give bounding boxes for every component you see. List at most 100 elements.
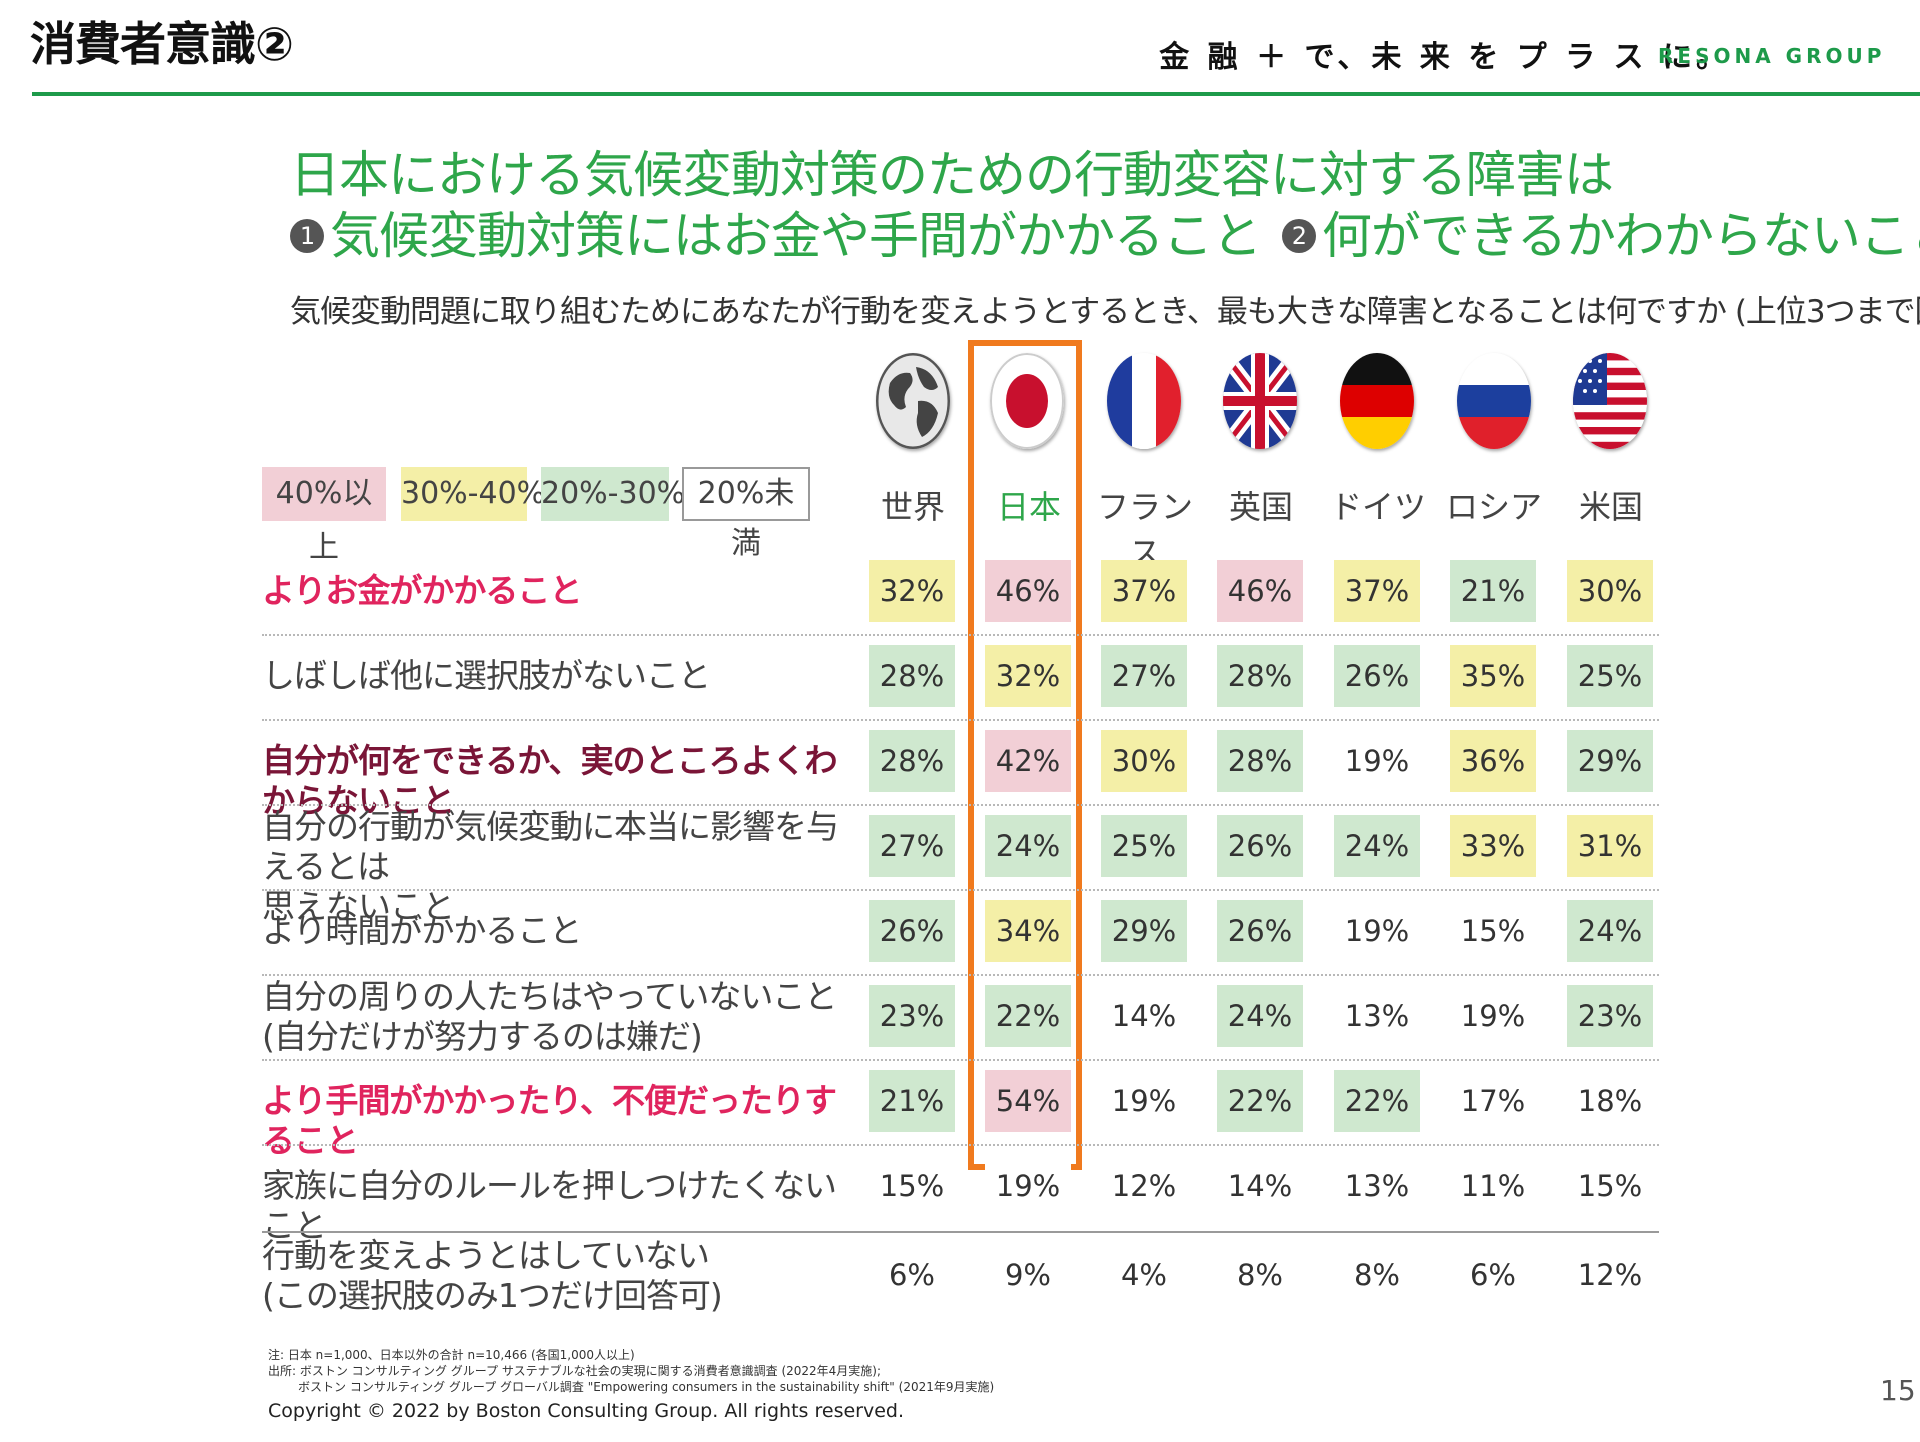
country-label-france: フランス <box>1096 488 1193 572</box>
note-source-1: 出所: ボストン コンサルティング グループ サステナブルな社会の実現に関する消… <box>268 1364 882 1378</box>
note-sample: 注: 日本 n=1,000、日本以外の合計 n=10,466 (各国1,000人… <box>268 1348 635 1362</box>
row-label: 行動を変えようとはしていない (この選択肢のみ1つだけ回答可) <box>262 1236 842 1316</box>
country-label-world: 世界 <box>880 488 945 526</box>
legend-20-30: 20%-30% <box>541 467 685 521</box>
headline-line-2: 1 気候変動対策にはお金や手間がかかること 2 何ができるかわからないこと <box>290 196 1920 268</box>
row-label-line-2: 思えないこと <box>262 887 455 926</box>
row-divider <box>262 719 1659 721</box>
table-cell: 22% <box>985 985 1071 1047</box>
table-cell: 6% <box>1450 1244 1536 1306</box>
row-label-line-1: 自分が何をできるか、実のところよくわからないこと <box>262 741 838 820</box>
table-cell: 19% <box>1450 985 1536 1047</box>
table-cell: 25% <box>1567 645 1653 707</box>
legend-under-20: 20%未満 <box>682 467 810 561</box>
table-cell: 29% <box>1101 900 1187 962</box>
row-label-line-1: 自分の行動が気候変動に本当に影響を与えるとは <box>262 807 839 886</box>
table-cell: 36% <box>1450 730 1536 792</box>
row-label: しばしば他に選択肢がないこと <box>262 656 842 696</box>
row-label-line-2: (この選択肢のみ1つだけ回答可) <box>262 1276 723 1315</box>
table-cell: 30% <box>1567 560 1653 622</box>
legend-over-40: 40%以上 <box>262 467 386 565</box>
table-cell: 54% <box>985 1070 1071 1132</box>
number-one-icon: 1 <box>290 218 324 253</box>
row-divider <box>262 804 1659 806</box>
country-label-japan: 日本 <box>996 488 1061 526</box>
table-cell: 17% <box>1450 1070 1536 1132</box>
table-cell: 9% <box>985 1244 1071 1306</box>
table-cell: 25% <box>1101 815 1187 877</box>
globe-icon <box>876 353 950 449</box>
headline-line-1: 日本における気候変動対策のための行動変容に対する障害は <box>290 146 1614 204</box>
survey-question: 気候変動問題に取り組むためにあなたが行動を変えようとするとき、最も大きな障害とな… <box>290 294 1920 330</box>
note-source-2: ボストン コンサルティング グループ グローバル調査 "Empowering c… <box>298 1380 995 1394</box>
germany-flag-icon <box>1340 353 1414 449</box>
table-cell: 26% <box>1334 645 1420 707</box>
row-label-line-1: より時間がかかること <box>262 911 582 950</box>
table-cell: 24% <box>1217 985 1303 1047</box>
table-cell: 22% <box>1334 1070 1420 1132</box>
country-label-russia: ロシア <box>1445 488 1542 526</box>
row-label: 家族に自分のルールを押しつけたくないこと <box>262 1166 842 1246</box>
table-cell: 22% <box>1217 1070 1303 1132</box>
table-cell: 28% <box>1217 645 1303 707</box>
row-label-line-1: よりお金がかかること <box>262 571 582 610</box>
table-cell: 24% <box>985 815 1071 877</box>
copyright: Copyright © 2022 by Boston Consulting Gr… <box>268 1400 905 1422</box>
table-cell: 30% <box>1101 730 1187 792</box>
table-cell: 26% <box>869 900 955 962</box>
legend-30-40: 30%-40% <box>401 467 545 521</box>
brand-logo-text: RESONA GROUP <box>1658 44 1886 68</box>
table-cell: 23% <box>869 985 955 1047</box>
table-cell: 19% <box>985 1155 1071 1217</box>
table-cell: 26% <box>1217 900 1303 962</box>
france-flag-icon <box>1107 353 1181 449</box>
table-cell: 29% <box>1567 730 1653 792</box>
table-cell: 27% <box>1101 645 1187 707</box>
table-cell: 11% <box>1450 1155 1536 1217</box>
headline-part-1: 気候変動対策にはお金や手間がかかること <box>330 207 1262 265</box>
table-cell: 34% <box>985 900 1071 962</box>
headline-part-2: 何ができるかわからないこと <box>1321 207 1920 265</box>
country-label-uk: 英国 <box>1228 488 1293 526</box>
table-cell: 19% <box>1334 730 1420 792</box>
row-label-line-1: 家族に自分のルールを押しつけたくないこと <box>262 1166 837 1245</box>
table-cell: 6% <box>869 1244 955 1306</box>
table-cell: 37% <box>1101 560 1187 622</box>
table-cell: 19% <box>1101 1070 1187 1132</box>
table-cell: 21% <box>869 1070 955 1132</box>
row-divider <box>262 634 1659 636</box>
usa-flag-icon <box>1573 353 1647 449</box>
table-cell: 19% <box>1334 900 1420 962</box>
japan-flag-icon <box>990 353 1064 449</box>
table-cell: 28% <box>869 730 955 792</box>
country-label-germany: ドイツ <box>1329 488 1426 526</box>
table-cell: 21% <box>1450 560 1536 622</box>
table-cell: 24% <box>1567 900 1653 962</box>
row-divider <box>262 1144 1659 1146</box>
row-label: より時間がかかること <box>262 911 842 951</box>
country-label-usa: 米国 <box>1578 488 1643 526</box>
row-label: 自分の行動が気候変動に本当に影響を与えるとは 思えないこと <box>262 807 842 927</box>
table-cell: 23% <box>1567 985 1653 1047</box>
table-cell: 8% <box>1334 1244 1420 1306</box>
row-label-line-1: 自分の周りの人たちはやっていないこと <box>262 977 837 1016</box>
table-cell: 46% <box>1217 560 1303 622</box>
tagline: 金 融 ＋ で、未 来 を プ ラ ス に。 <box>1159 40 1730 75</box>
row-label-line-1: より手間がかかったり、不便だったりすること <box>262 1081 837 1160</box>
table-separator <box>262 1231 1659 1233</box>
table-cell: 14% <box>1101 985 1187 1047</box>
row-label-line-2: (自分だけが努力するのは嫌だ) <box>262 1017 703 1056</box>
page-number: 15 <box>1880 1374 1916 1407</box>
table-cell: 28% <box>869 645 955 707</box>
table-cell: 28% <box>1217 730 1303 792</box>
table-cell: 13% <box>1334 1155 1420 1217</box>
table-cell: 15% <box>1450 900 1536 962</box>
number-two-icon: 2 <box>1281 218 1316 253</box>
table-cell: 18% <box>1567 1070 1653 1132</box>
table-cell: 31% <box>1567 815 1653 877</box>
row-divider <box>262 974 1659 976</box>
table-cell: 37% <box>1334 560 1420 622</box>
table-cell: 46% <box>985 560 1071 622</box>
table-cell: 32% <box>869 560 955 622</box>
row-label-line-1: しばしば他に選択肢がないこと <box>262 656 711 695</box>
